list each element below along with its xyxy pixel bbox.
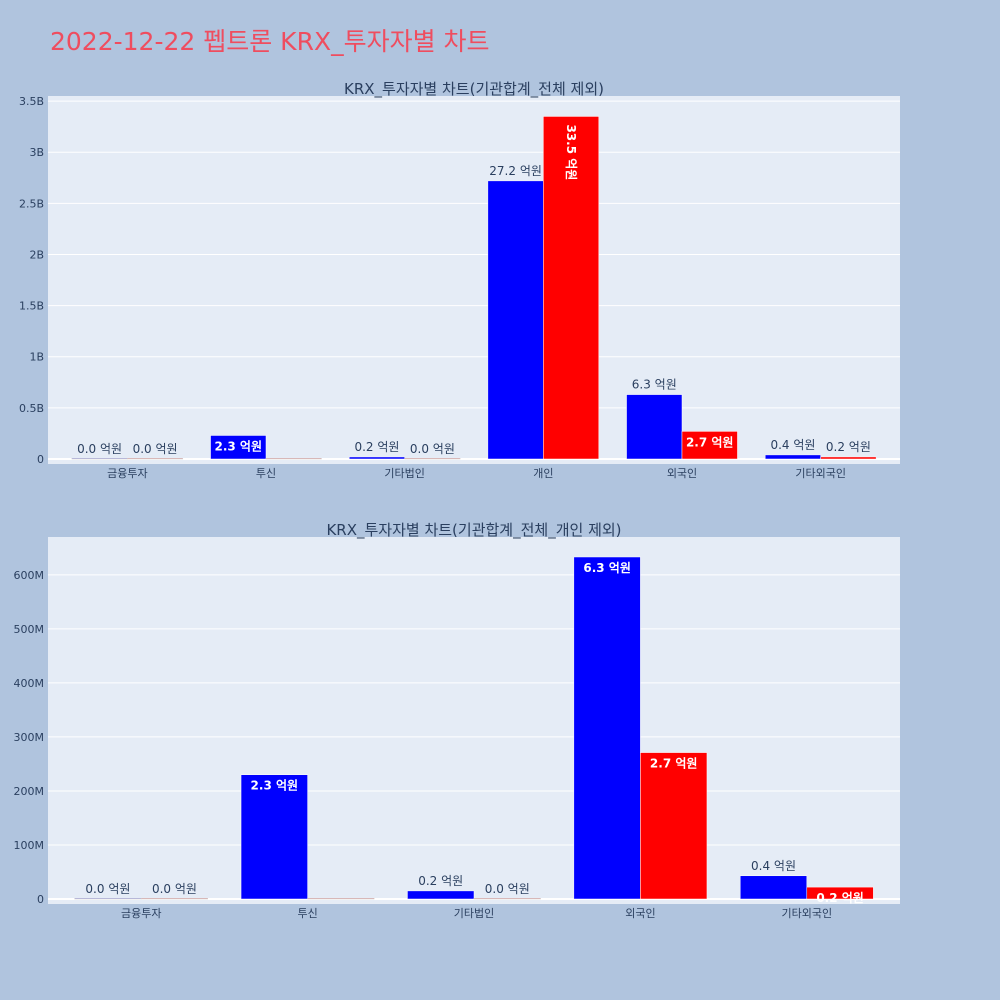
data-label: 0.4 억원	[751, 859, 796, 873]
y-tick-label: 2B	[29, 248, 44, 261]
bar-투신-1	[210, 435, 267, 460]
bar-금융투자-1	[74, 898, 142, 900]
data-label: 0.2 억원	[826, 440, 871, 454]
data-label: 0.0 억원	[485, 882, 530, 896]
data-label: 0.2 억원	[816, 891, 864, 905]
data-label: 0.4 억원	[770, 438, 815, 452]
data-label: 6.3 억원	[632, 378, 677, 392]
x-tick-label: 외국인	[625, 907, 655, 920]
x-tick-label: 금융투자	[121, 907, 161, 920]
x-tick-label: 외국인	[667, 467, 697, 480]
bar-기타법인-1	[407, 890, 475, 900]
data-label: 2.3 억원	[251, 779, 299, 793]
bar-외국인-2	[681, 431, 738, 460]
bar-투신-2	[307, 898, 375, 900]
bar-금융투자-2	[127, 458, 184, 460]
bar-금융투자-1	[71, 458, 128, 460]
x-tick-label: 개인	[533, 467, 553, 480]
bar-투신-2	[265, 458, 322, 460]
data-label: 0.2 억원	[418, 874, 463, 888]
bar-기타외국인-1	[739, 875, 808, 900]
bar-기타법인-2	[404, 458, 461, 460]
y-tick-label: 3B	[29, 146, 44, 159]
y-tick-label: 200M	[14, 785, 45, 798]
x-tick-label: 기타법인	[384, 467, 424, 480]
bar-외국인-1	[573, 556, 641, 900]
bar-기타외국인-2	[806, 886, 874, 900]
y-tick-label: 600M	[14, 569, 45, 582]
bar-외국인-1	[626, 394, 683, 460]
y-tick-label: 300M	[14, 731, 45, 744]
y-tick-label: 2.5B	[19, 197, 44, 210]
plot-background	[48, 96, 900, 464]
bar-개인-2	[543, 116, 600, 460]
bar-기타외국인-2	[820, 456, 877, 460]
data-label: 2.7 억원	[650, 757, 698, 771]
x-tick-label: 기타외국인	[781, 907, 832, 920]
y-tick-label: 1.5B	[19, 300, 44, 313]
bar-금융투자-2	[140, 898, 209, 900]
page-title: 2022-12-22 펩트론 KRX_투자자별 차트	[50, 27, 490, 56]
y-tick-label: 0.5B	[19, 402, 44, 415]
bar-투신-1	[240, 774, 308, 900]
y-tick-label: 3.5B	[19, 95, 44, 108]
data-label: 0.0 억원	[410, 442, 455, 456]
bar-외국인-2	[640, 752, 708, 900]
y-tick-label: 0	[37, 453, 44, 466]
data-label: 33.5 억원	[564, 124, 578, 180]
y-tick-label: 100M	[14, 839, 45, 852]
data-label: 0.0 억원	[85, 882, 130, 896]
chart-2: 0 100M 200M 300M 400M 500M 600M KRX_투자자별 차트(기관합…	[14, 521, 900, 920]
chart-title: KRX_투자자별 차트(기관합계_전체_개인 제외)	[326, 521, 621, 540]
y-tick-label: 1B	[29, 351, 44, 364]
y-tick-label: 500M	[14, 623, 45, 636]
chart-1: 0 0.5B 1B 1.5B 2B 2.5B 3B 3.5B KRX_투자자별 차트(기관합계_…	[19, 80, 900, 480]
y-tick-label: 0	[37, 893, 44, 906]
y-tick-label: 400M	[14, 677, 45, 690]
x-tick-label: 투신	[297, 907, 317, 920]
data-label: 0.0 억원	[77, 442, 122, 456]
plot-background	[48, 537, 900, 904]
data-label: 2.3 억원	[215, 439, 263, 453]
chart-title: KRX_투자자별 차트(기관합계_전체 제외)	[344, 80, 604, 99]
data-label: 0.0 억원	[133, 442, 178, 456]
x-tick-label: 금융투자	[107, 467, 147, 480]
x-tick-label: 기타외국인	[795, 467, 846, 480]
bar-기타법인-2	[473, 898, 541, 900]
bar-개인-1	[487, 180, 544, 460]
data-label: 0.2 억원	[354, 440, 399, 454]
data-label: 6.3 억원	[583, 561, 631, 575]
x-tick-label: 투신	[256, 467, 276, 480]
data-label: 27.2 억원	[489, 164, 542, 178]
bar-기타외국인-1	[764, 454, 821, 460]
data-label: 0.0 억원	[152, 882, 197, 896]
data-label: 2.7 억원	[686, 435, 734, 449]
bar-기타법인-1	[348, 456, 405, 460]
x-tick-label: 기타법인	[454, 907, 494, 920]
